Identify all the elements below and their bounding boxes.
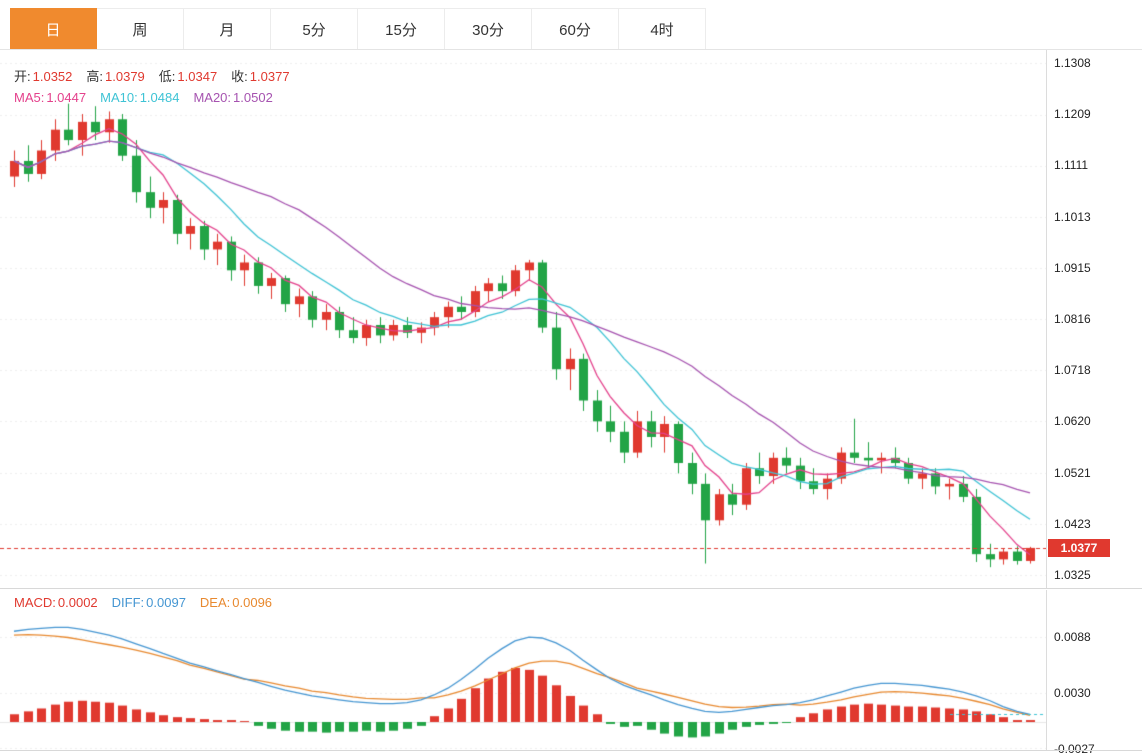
ma5-value: 1.0447 — [46, 90, 87, 105]
low-label: 低: — [158, 69, 176, 84]
low-value: 1.0347 — [177, 69, 218, 84]
price-tick: 1.1013 — [1054, 209, 1091, 224]
bottom-border — [0, 750, 1142, 751]
macd-chart-canvas[interactable] — [0, 590, 1046, 750]
price-tick: 1.0521 — [1054, 465, 1091, 480]
price-tick: 1.1308 — [1054, 56, 1091, 70]
open-value: 1.0352 — [32, 69, 73, 84]
price-tick: 1.1209 — [1054, 107, 1091, 122]
dea-label: DEA: — [199, 595, 231, 610]
high-label: 高: — [86, 69, 104, 84]
price-tick: 1.0915 — [1054, 260, 1091, 275]
macd-tick: 0.0088 — [1054, 630, 1091, 644]
timeframe-tabbar: 日周月 5分 15分 30分 60分 4时 — [0, 0, 1142, 50]
macd-tick: -0.0027 — [1054, 742, 1095, 755]
tab-month[interactable]: 月 — [184, 8, 271, 49]
high-value: 1.0379 — [105, 69, 145, 84]
panel-divider — [0, 588, 1142, 589]
price-tick: 1.0816 — [1054, 312, 1091, 326]
ma5-label: MA5: — [14, 90, 45, 105]
dea-value: 0.0096 — [232, 595, 273, 610]
close-label: 收: — [231, 69, 248, 84]
tab-day[interactable]: 日 — [10, 8, 97, 49]
candlestick-chart-canvas[interactable] — [0, 50, 1046, 588]
price-tick: 1.1111 — [1054, 158, 1089, 173]
price-tick: 1.0423 — [1054, 516, 1091, 531]
open-label: 开: — [14, 69, 31, 84]
close-value: 1.0377 — [249, 69, 290, 84]
macd-tick: 0.0030 — [1054, 686, 1091, 700]
macd-axis: 0.0088 0.0030 -0.0027 — [1046, 590, 1142, 755]
diff-label: DIFF: — [111, 595, 145, 610]
macd-label: MACD: — [14, 595, 56, 610]
ma10-label: MA10: — [100, 90, 138, 105]
ma20-value: 1.0502 — [233, 90, 273, 105]
price-tick: 1.0718 — [1054, 363, 1091, 378]
tab-week[interactable]: 周 — [97, 8, 184, 49]
macd-readout: MACD: 0.0002 DIFF: 0.0097 DEA: 0.0096 — [14, 595, 286, 610]
current-price-badge: 1.0377 — [1048, 539, 1110, 557]
tab-5min[interactable]: 5分 — [271, 8, 358, 49]
macd-value: 0.0002 — [57, 595, 98, 610]
tab-60min[interactable]: 60分 — [532, 8, 619, 49]
tab-4hour[interactable]: 4时 — [619, 8, 706, 49]
ma20-label: MA20: — [193, 90, 232, 105]
price-tick: 1.0325 — [1054, 568, 1091, 582]
ma-readout: MA5: 1.0447 MA10: 1.0484 MA20: 1.0502 — [14, 90, 287, 105]
tab-30min[interactable]: 30分 — [445, 8, 532, 49]
ma10-value: 1.0484 — [139, 90, 180, 105]
tab-15min[interactable]: 15分 — [358, 8, 445, 49]
ohlc-readout: 开: 1.0352 高: 1.0379 低: 1.0347 收: 1.0377 — [14, 66, 304, 85]
price-axis: 1.0377 1.1308 1.1209 1.1111 1.1013 1.0915 1.0… — [1046, 50, 1142, 588]
diff-value: 0.0097 — [146, 595, 186, 610]
price-tick: 1.0620 — [1054, 414, 1091, 429]
